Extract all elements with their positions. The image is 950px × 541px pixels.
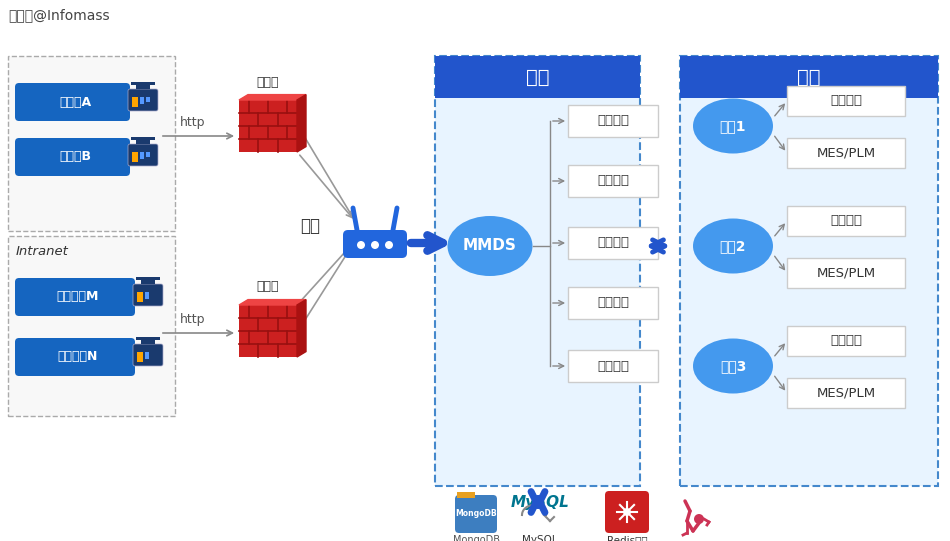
Bar <box>239 305 297 357</box>
Text: 供应商B: 供应商B <box>59 150 91 163</box>
Bar <box>680 56 938 98</box>
Circle shape <box>385 241 393 249</box>
Circle shape <box>623 508 631 516</box>
Text: http: http <box>180 313 206 326</box>
Bar <box>568 227 658 259</box>
Circle shape <box>694 514 704 524</box>
Text: 应用: 应用 <box>525 68 549 87</box>
Ellipse shape <box>693 219 773 274</box>
Circle shape <box>357 241 365 249</box>
Bar <box>146 152 150 157</box>
Bar <box>787 258 905 288</box>
Polygon shape <box>239 300 306 305</box>
Text: 测量设备: 测量设备 <box>830 95 862 108</box>
Bar <box>568 105 658 137</box>
Bar <box>131 137 155 140</box>
Bar <box>787 378 905 408</box>
Bar <box>136 140 150 144</box>
Bar <box>141 280 155 284</box>
Bar <box>145 352 149 359</box>
Text: MongoDB: MongoDB <box>452 535 500 541</box>
Text: 基地1: 基地1 <box>720 119 747 133</box>
Ellipse shape <box>447 216 533 276</box>
Bar <box>141 340 155 344</box>
Ellipse shape <box>693 339 773 393</box>
Bar <box>568 287 658 319</box>
FancyBboxPatch shape <box>133 344 163 366</box>
Text: MES/PLM: MES/PLM <box>816 147 876 160</box>
Bar <box>435 56 640 98</box>
Bar <box>568 165 658 197</box>
Text: 预警管理: 预警管理 <box>597 360 629 373</box>
Bar <box>787 86 905 116</box>
Text: 网关: 网关 <box>300 217 320 235</box>
Bar <box>131 82 155 85</box>
Text: MongoDB: MongoDB <box>455 510 497 518</box>
Text: MySQL: MySQL <box>510 496 569 511</box>
Text: 数据管理: 数据管理 <box>597 236 629 249</box>
Bar <box>137 352 143 362</box>
Text: 数据抓取: 数据抓取 <box>597 115 629 128</box>
Text: 测量设备: 测量设备 <box>830 334 862 347</box>
FancyBboxPatch shape <box>15 83 130 121</box>
Bar <box>146 97 150 102</box>
Text: Redis缓存: Redis缓存 <box>607 535 647 541</box>
Text: 数据分析: 数据分析 <box>597 296 629 309</box>
FancyBboxPatch shape <box>133 284 163 306</box>
Bar <box>137 292 143 302</box>
Bar <box>787 206 905 236</box>
Text: 搜狐号@Infomass: 搜狐号@Infomass <box>8 8 109 22</box>
Text: MES/PLM: MES/PLM <box>816 267 876 280</box>
Bar <box>132 97 138 107</box>
Bar <box>435 56 640 486</box>
Bar <box>140 97 144 104</box>
Bar <box>136 277 160 280</box>
Text: 基地3: 基地3 <box>720 359 746 373</box>
Text: MySQL: MySQL <box>522 535 558 541</box>
Bar <box>457 492 475 498</box>
Bar <box>787 138 905 168</box>
Bar <box>136 337 160 340</box>
Polygon shape <box>297 300 306 357</box>
Text: 报告管理: 报告管理 <box>597 175 629 188</box>
Bar <box>787 326 905 356</box>
Text: Intranet: Intranet <box>16 245 68 258</box>
Polygon shape <box>297 95 306 152</box>
Bar <box>8 56 175 231</box>
FancyBboxPatch shape <box>128 89 158 111</box>
FancyBboxPatch shape <box>15 278 135 316</box>
FancyBboxPatch shape <box>455 495 497 533</box>
Bar <box>145 292 149 299</box>
Text: 内部用户M: 内部用户M <box>57 291 99 304</box>
Text: 基地: 基地 <box>797 68 821 87</box>
Bar <box>680 56 938 486</box>
FancyBboxPatch shape <box>605 491 649 533</box>
FancyBboxPatch shape <box>343 230 407 258</box>
Bar <box>568 350 658 382</box>
Text: 防火墙: 防火墙 <box>256 280 279 293</box>
Text: MMDS: MMDS <box>463 239 517 254</box>
Text: http: http <box>180 116 206 129</box>
Text: 内部用户N: 内部用户N <box>58 351 98 364</box>
FancyBboxPatch shape <box>15 138 130 176</box>
FancyBboxPatch shape <box>15 338 135 376</box>
Bar <box>140 152 144 159</box>
Text: 测量设备: 测量设备 <box>830 214 862 228</box>
FancyBboxPatch shape <box>128 144 158 166</box>
Circle shape <box>371 241 379 249</box>
Text: 防火墙: 防火墙 <box>256 76 279 89</box>
Bar <box>132 152 138 162</box>
Text: 基地2: 基地2 <box>720 239 747 253</box>
Polygon shape <box>239 95 306 100</box>
Bar <box>136 85 150 89</box>
Text: MES/PLM: MES/PLM <box>816 386 876 399</box>
Bar <box>239 100 297 152</box>
Text: 供应商A: 供应商A <box>59 96 91 109</box>
Ellipse shape <box>693 98 773 154</box>
Bar <box>8 236 175 416</box>
